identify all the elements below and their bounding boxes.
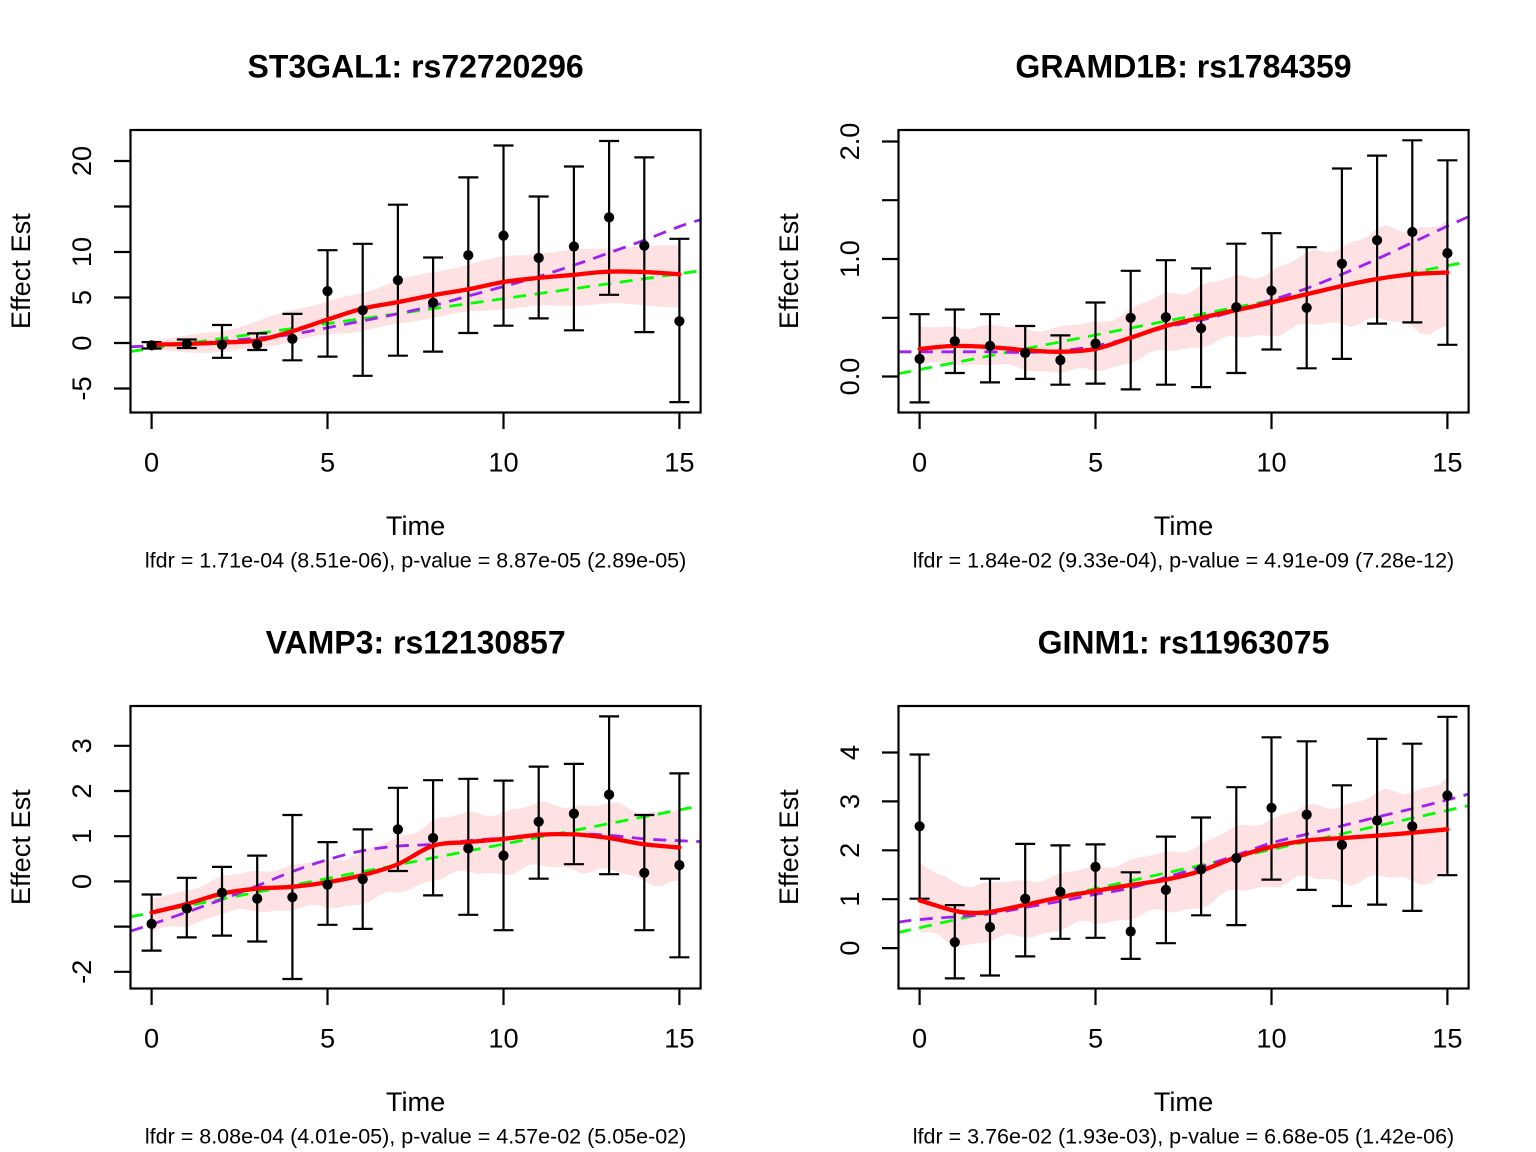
svg-text:ST3GAL1: rs72720296: ST3GAL1: rs72720296 <box>247 49 583 85</box>
svg-text:10: 10 <box>1256 447 1286 478</box>
svg-text:lfdr = 1.71e-04 (8.51e-06), p-: lfdr = 1.71e-04 (8.51e-06), p-value = 8.… <box>145 549 686 573</box>
svg-text:2: 2 <box>834 843 865 858</box>
svg-text:15: 15 <box>664 447 694 478</box>
svg-text:Time: Time <box>1154 510 1213 541</box>
svg-text:Effect Est: Effect Est <box>773 213 804 329</box>
svg-text:5: 5 <box>1088 1023 1103 1054</box>
svg-text:GRAMD1B: rs1784359: GRAMD1B: rs1784359 <box>1015 49 1351 85</box>
svg-text:10: 10 <box>1256 1023 1286 1054</box>
svg-text:-2: -2 <box>66 960 97 984</box>
svg-text:10: 10 <box>488 447 518 478</box>
svg-text:lfdr = 8.08e-04 (4.01e-05), p-: lfdr = 8.08e-04 (4.01e-05), p-value = 4.… <box>145 1125 686 1149</box>
svg-text:0: 0 <box>144 447 159 478</box>
svg-text:3: 3 <box>66 738 97 753</box>
svg-text:Effect Est: Effect Est <box>773 789 804 905</box>
svg-text:15: 15 <box>1432 1023 1462 1054</box>
svg-text:2.0: 2.0 <box>834 123 865 161</box>
svg-text:0: 0 <box>912 447 927 478</box>
svg-text:5: 5 <box>320 447 335 478</box>
svg-text:Effect Est: Effect Est <box>5 213 36 329</box>
svg-text:0: 0 <box>66 335 97 350</box>
svg-text:0: 0 <box>66 874 97 889</box>
svg-text:1: 1 <box>834 892 865 907</box>
svg-text:5: 5 <box>320 1023 335 1054</box>
svg-text:0: 0 <box>144 1023 159 1054</box>
svg-text:10: 10 <box>66 237 97 267</box>
svg-text:3: 3 <box>834 794 865 809</box>
svg-text:15: 15 <box>1432 447 1462 478</box>
svg-text:0.0: 0.0 <box>834 358 865 396</box>
svg-text:5: 5 <box>1088 447 1103 478</box>
svg-text:5: 5 <box>66 290 97 305</box>
svg-text:4: 4 <box>834 745 865 760</box>
svg-text:0: 0 <box>834 941 865 956</box>
svg-text:0: 0 <box>912 1023 927 1054</box>
svg-text:VAMP3: rs12130857: VAMP3: rs12130857 <box>266 625 566 661</box>
svg-text:10: 10 <box>488 1023 518 1054</box>
svg-text:Time: Time <box>1154 1086 1213 1117</box>
svg-text:lfdr = 1.84e-02 (9.33e-04), p-: lfdr = 1.84e-02 (9.33e-04), p-value = 4.… <box>913 549 1454 573</box>
svg-text:Time: Time <box>386 1086 445 1117</box>
svg-text:GINM1: rs11963075: GINM1: rs11963075 <box>1038 625 1330 661</box>
svg-text:Time: Time <box>386 510 445 541</box>
svg-text:1: 1 <box>66 829 97 844</box>
svg-text:15: 15 <box>664 1023 694 1054</box>
svg-text:lfdr = 3.76e-02 (1.93e-03), p-: lfdr = 3.76e-02 (1.93e-03), p-value = 6.… <box>913 1125 1454 1149</box>
svg-text:-5: -5 <box>66 376 97 400</box>
svg-text:1.0: 1.0 <box>834 240 865 278</box>
svg-text:2: 2 <box>66 783 97 798</box>
svg-text:Effect Est: Effect Est <box>5 789 36 905</box>
svg-text:20: 20 <box>66 146 97 176</box>
